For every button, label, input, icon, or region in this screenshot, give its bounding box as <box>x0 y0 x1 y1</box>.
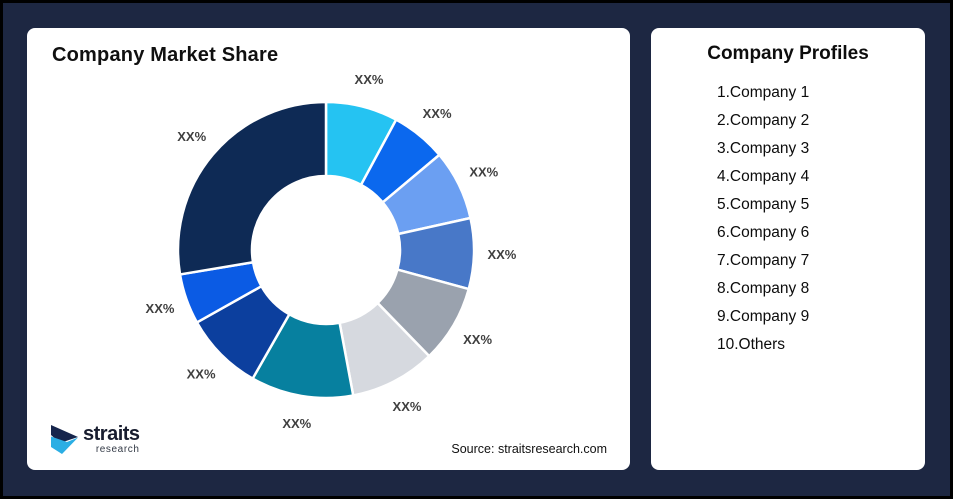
straits-research-logo: straits research <box>50 424 140 455</box>
segment-label-3: XX% <box>469 165 498 180</box>
segment-label-8: XX% <box>187 367 216 382</box>
logo-text: straits research <box>83 424 140 455</box>
logo-brand-name: straits <box>83 423 140 445</box>
segment-label-2: XX% <box>423 106 452 121</box>
profile-list-item-9: 9.Company 9 <box>717 308 810 325</box>
profile-list-item-5: 5.Company 5 <box>717 196 810 213</box>
profile-list-item-8: 8.Company 8 <box>717 280 810 297</box>
logo-brand-subtitle: research <box>95 444 140 455</box>
profile-list-item-1: 1.Company 1 <box>717 84 810 101</box>
donut-segment-10 <box>176 100 328 276</box>
profile-list-item-2: 2.Company 2 <box>717 112 810 129</box>
profile-list-item-4: 4.Company 4 <box>717 168 810 185</box>
donut-chart: XX% XX% XX% XX% XX% XX% XX% XX% XX% XX% <box>146 72 517 431</box>
chart-title: Company Market Share <box>52 44 279 66</box>
segment-label-6: XX% <box>393 399 422 414</box>
logo-mark-icon <box>51 425 78 454</box>
segment-label-4: XX% <box>487 247 516 262</box>
segment-label-10: XX% <box>177 129 206 144</box>
company-profiles-card: Company Profiles 1.Company 1 2.Company 2 3… <box>651 28 925 470</box>
profile-list-item-7: 7.Company 7 <box>717 252 810 269</box>
profile-list-item-3: 3.Company 3 <box>717 140 810 157</box>
profile-list-item-6: 6.Company 6 <box>717 224 810 241</box>
company-profiles-list: 1.Company 1 2.Company 2 3.Company 3 4.Compa… <box>651 79 925 359</box>
market-share-card: Company Market Share XX% XX% XX% XX% XX% XX% X… <box>27 28 630 470</box>
source-note: Source: straitsresearch.com <box>451 442 607 456</box>
profiles-title: Company Profiles <box>707 43 869 64</box>
segment-label-1: XX% <box>355 72 384 87</box>
segment-label-7: XX% <box>282 416 311 431</box>
segment-label-9: XX% <box>146 301 175 316</box>
profile-list-item-10: 10.Others <box>717 336 786 353</box>
segment-label-5: XX% <box>463 332 492 347</box>
